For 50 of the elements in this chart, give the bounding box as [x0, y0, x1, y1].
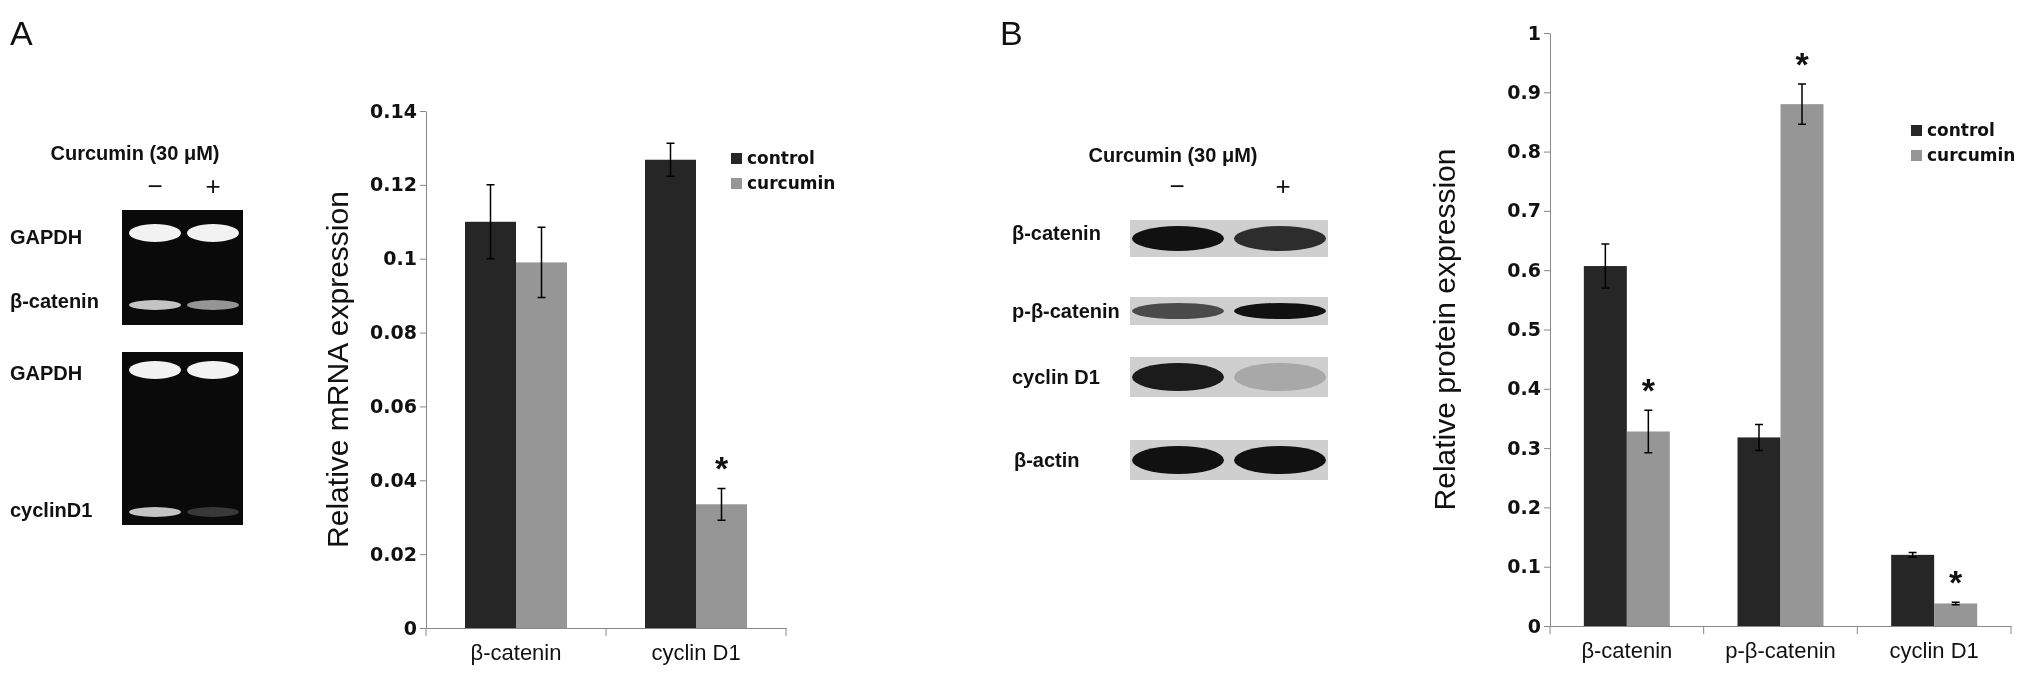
y-tick-label: 1 [1527, 21, 1541, 44]
y-tick-label: 0 [403, 616, 417, 639]
y-tick-label: 0.2 [1507, 495, 1541, 518]
text: A [10, 14, 33, 52]
y-tick-label: 0.8 [1507, 140, 1541, 163]
y-tick-label: 0.9 [1507, 80, 1541, 103]
text: − [1169, 171, 1185, 201]
y-tick-label: 0.1 [383, 247, 417, 270]
y-tick-label: 0 [1527, 614, 1541, 637]
y-tick-label: 0.06 [370, 395, 417, 418]
legend-label: control [747, 148, 815, 168]
text: GAPDH [10, 362, 83, 384]
text: p-β-catenin [1012, 300, 1120, 322]
y-tick-label: 0.7 [1507, 199, 1541, 222]
y-tick-label: 0.12 [370, 173, 417, 196]
legend-label: curcumin [747, 173, 836, 193]
y-tick-label: 0.1 [1507, 555, 1541, 578]
y-tick-label: 0.02 [370, 542, 417, 565]
text: Curcumin (30 μM) [1088, 144, 1258, 166]
text: + [1275, 171, 1291, 201]
annotation: * [1795, 45, 1810, 83]
text: β-actin [1014, 449, 1080, 471]
x-tick-label: β-catenin [470, 639, 562, 665]
text: − [147, 171, 163, 201]
y-axis-title: Relative mRNA expression [321, 191, 354, 548]
text: B [1000, 14, 1023, 52]
y-tick-label: 0.04 [370, 468, 417, 491]
legend-label: curcumin [1927, 145, 2016, 165]
legend-label: control [1927, 120, 1995, 140]
text: β-catenin [10, 290, 99, 312]
text: β-catenin [1012, 222, 1101, 244]
x-tick-label: p-β-catenin [1725, 637, 1836, 663]
y-axis-title: Relative protein expression [1428, 148, 1461, 511]
y-tick-label: 0.4 [1507, 377, 1541, 400]
text: GAPDH [10, 226, 83, 248]
y-tick-label: 0.6 [1507, 258, 1541, 281]
text: cyclinD1 [10, 499, 93, 521]
annotation: * [714, 449, 729, 488]
text: cyclin D1 [1012, 366, 1100, 388]
y-tick-label: 0.3 [1507, 436, 1541, 459]
text: + [205, 171, 221, 201]
text: Curcumin (30 μM) [50, 142, 220, 164]
y-tick-label: 0.14 [370, 99, 417, 122]
y-tick-label: 0.5 [1507, 318, 1541, 341]
x-tick-label: β-catenin [1581, 637, 1673, 663]
x-tick-label: cyclin D1 [1889, 637, 1979, 663]
annotation: * [1641, 371, 1656, 410]
x-tick-label: cyclin D1 [651, 639, 741, 665]
y-tick-label: 0.08 [370, 321, 417, 344]
annotation: * [1949, 563, 1964, 602]
